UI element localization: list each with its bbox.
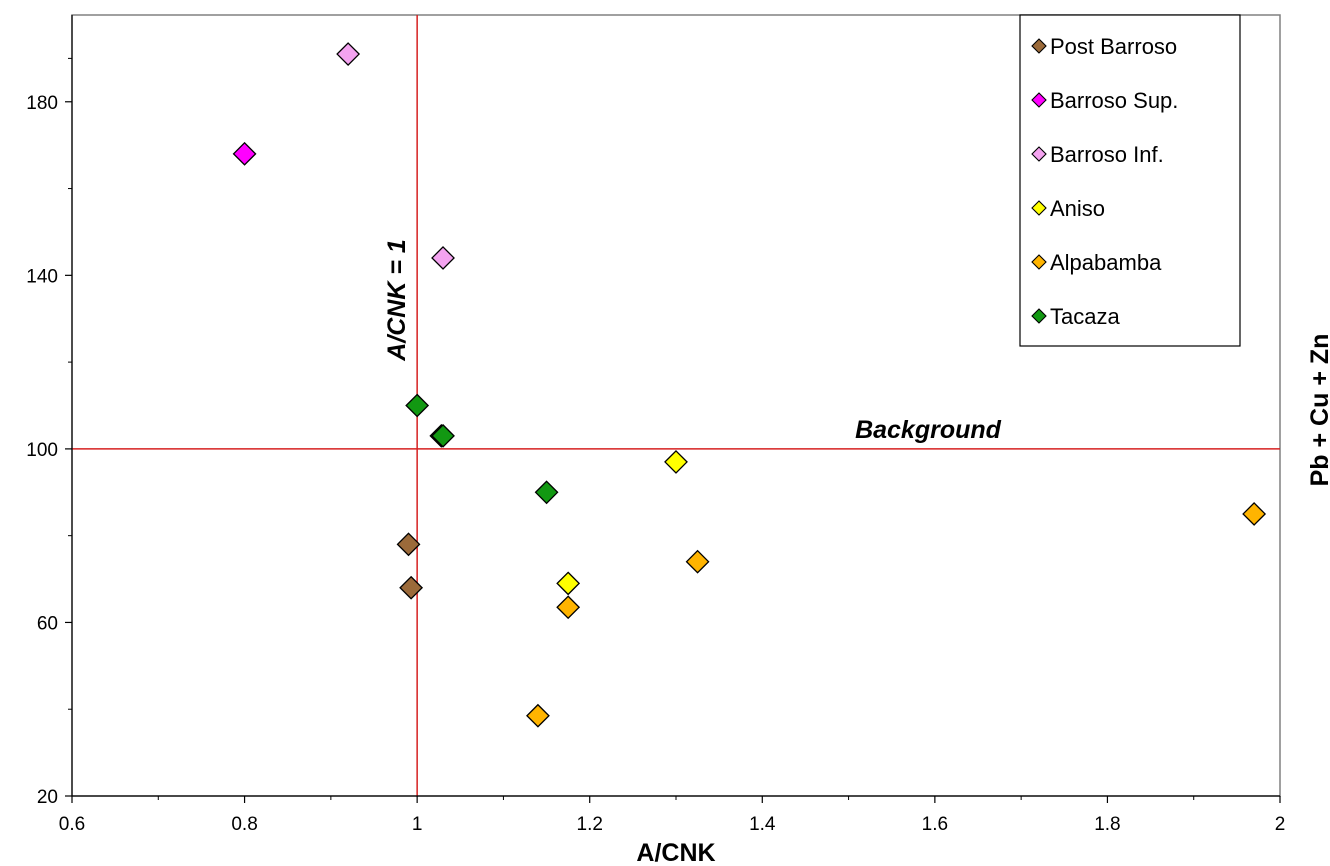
y-tick-label: 180 — [26, 93, 58, 114]
legend-label: Barroso Inf. — [1050, 142, 1164, 167]
legend-marker — [1031, 38, 1047, 54]
data-point — [431, 246, 455, 270]
legend-marker — [1031, 92, 1047, 108]
data-point — [556, 595, 581, 620]
y-tick-label: 140 — [26, 266, 58, 287]
data-points — [232, 42, 1267, 728]
legend-label: Post Barroso — [1050, 34, 1177, 59]
x-tick-label: 1.4 — [749, 814, 776, 835]
x-tick-label: 1 — [412, 814, 423, 835]
data-point — [336, 42, 361, 66]
legend-label: Barroso Sup. — [1050, 88, 1178, 113]
data-point — [534, 480, 559, 505]
x-tick-label: 2 — [1275, 814, 1286, 835]
data-point — [232, 141, 257, 166]
y-tick-label: 60 — [37, 613, 58, 634]
y-axis: 20 60 100 140 180 — [26, 15, 73, 808]
data-point — [396, 532, 421, 557]
legend-marker — [1031, 308, 1047, 324]
legend-marker — [1031, 254, 1047, 270]
x-tick-label: 0.6 — [59, 814, 85, 835]
data-point — [526, 703, 550, 728]
data-point — [1242, 502, 1267, 526]
data-point — [399, 575, 424, 600]
legend-label: Tacaza — [1050, 304, 1120, 329]
data-point — [685, 549, 710, 574]
x-tick-label: 1.8 — [1094, 814, 1120, 835]
legend-marker — [1031, 146, 1047, 162]
legend-label: Aniso — [1050, 196, 1105, 221]
legend-label: Alpabamba — [1050, 250, 1162, 275]
y-axis-title: Pb + Cu + Zn — [1306, 334, 1330, 487]
data-point — [431, 423, 455, 448]
data-point — [556, 571, 581, 596]
data-point — [405, 393, 430, 418]
horizontal-ref-label: Background — [855, 416, 1002, 444]
legend: Post Barroso Barroso Sup. Barroso Inf. Anis… — [1019, 14, 1241, 347]
x-axis-title: A/CNK — [636, 839, 715, 866]
x-axis: 0.6 0.8 1 1.2 1.4 1.6 1.8 2 — [59, 795, 1286, 835]
y-tick-label: 100 — [26, 440, 58, 461]
legend-box — [1019, 14, 1241, 347]
vertical-ref-label: A/CNK = 1 — [383, 239, 411, 362]
x-tick-label: 0.8 — [231, 814, 257, 835]
x-tick-label: 1.2 — [577, 814, 603, 835]
data-point — [664, 449, 688, 474]
x-tick-label: 1.6 — [922, 814, 948, 835]
y-tick-label: 20 — [37, 787, 58, 808]
legend-marker — [1031, 200, 1047, 216]
